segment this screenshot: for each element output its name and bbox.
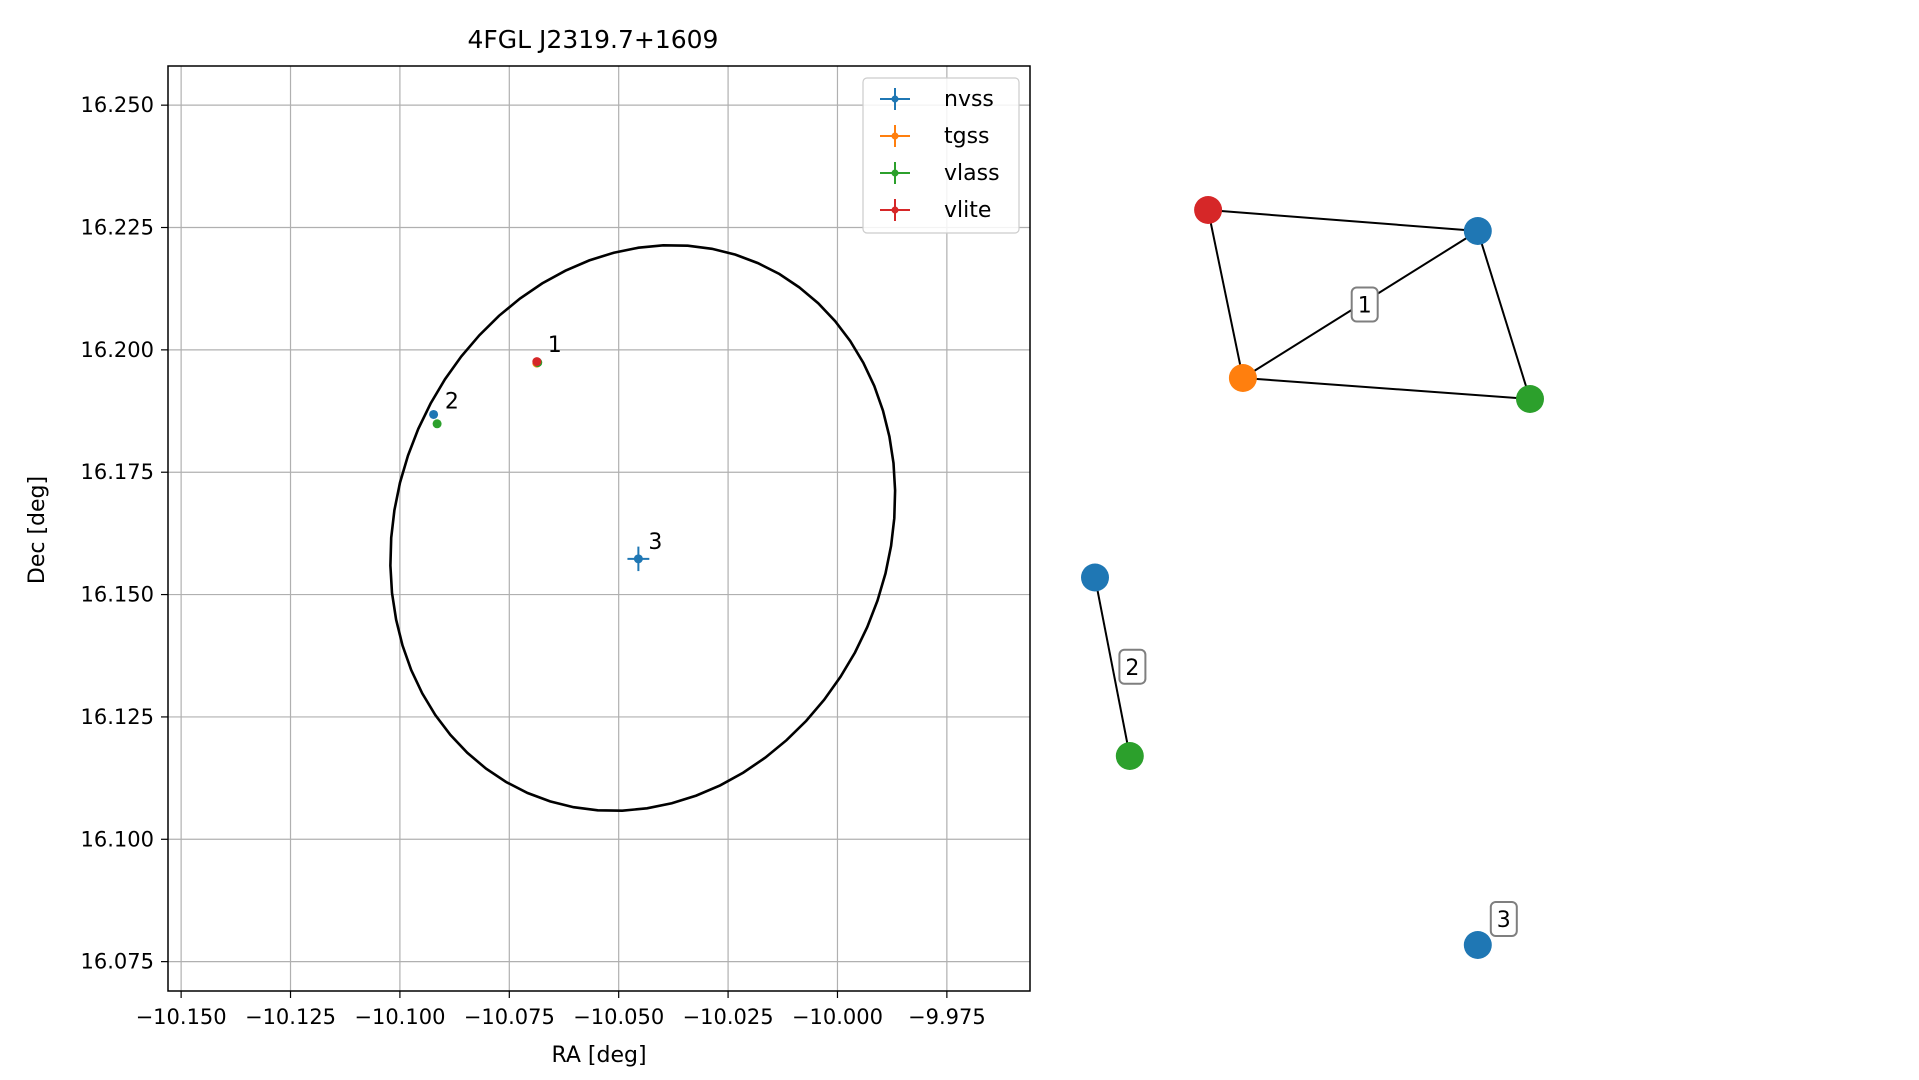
point-annotation: 2 [445,389,459,414]
x-tick-label: −9.975 [908,1005,986,1029]
network-graph: 1 2 3 [1081,196,1544,959]
network-node [1228,364,1257,392]
x-tick-label: −10.000 [792,1005,883,1029]
y-tick-label: 16.125 [81,705,154,729]
x-tick-label: −10.125 [245,1005,336,1029]
group-label-box [1489,901,1518,937]
network-node [1516,385,1544,413]
legend-label: vlass [944,161,1000,186]
legend-marker-dot [891,95,899,103]
legend-marker-dot [891,132,899,140]
network-edge [1242,377,1531,400]
group-label: 1 [1350,286,1379,323]
legend-item-vlite: vlite [880,198,991,223]
group-label: 3 [1489,901,1518,937]
x-tick-label: −10.150 [136,1005,227,1029]
data-point-vlass [432,419,442,429]
marker [532,357,542,367]
marker [432,419,442,429]
y-axis-ticks: 16.075 16.100 16.125 16.150 16.175 16.200 16.2… [81,93,168,974]
legend-item-nvss: nvss [880,87,994,112]
scatter-plot: 4FGL J2319.7+1609 123 −10.150 −10.125 −10.… [25,25,1031,1068]
network-edge [1207,209,1244,379]
plot-frame [167,65,1031,992]
y-tick-label: 16.250 [81,93,154,117]
x-tick-label: −10.050 [573,1005,664,1029]
network-node [1194,196,1223,224]
legend: nvss tgss vlass vlite [862,77,1020,234]
network-edge [1208,209,1478,232]
network-node [1463,931,1492,959]
group-label: 2 [1118,648,1147,685]
network-node [1081,563,1109,592]
y-tick-label: 16.075 [81,950,154,974]
x-tick-label: −10.075 [464,1005,555,1029]
ellipse-layer [389,243,897,813]
data-point-nvss [429,409,439,419]
network-edge [1094,577,1131,757]
legend-marker-dot [891,169,899,177]
group-label-layer: 1 2 3 [1118,286,1518,937]
x-tick-label: −10.025 [683,1005,774,1029]
data-point-vlite [532,357,542,367]
group-label-text: 3 [1497,908,1511,933]
legend-label: tgss [944,124,990,149]
legend-item-tgss: tgss [880,124,990,149]
points-layer [429,357,650,572]
legend-frame [862,77,1020,234]
legend-marker-dot [891,206,899,214]
group-label-text: 2 [1125,656,1139,681]
x-tick-label: −10.100 [354,1005,445,1029]
x-axis-label: RA [deg] [551,1043,646,1068]
annotation-layer: 1 2 3 [445,333,662,555]
point-annotation: 3 [648,530,662,555]
chart-title: 4FGL J2319.7+1609 [468,25,719,54]
group-label-box [1350,286,1379,323]
network-edge [1476,230,1531,400]
y-tick-label: 16.150 [81,583,154,607]
y-tick-label: 16.225 [81,216,154,240]
marker [633,554,643,564]
group-label-box [1118,648,1147,685]
legend-entries: nvss tgss vlass vlite [880,87,1000,223]
edge-layer [1094,209,1531,757]
x-axis-ticks: −10.150 −10.125 −10.100 −10.075 −10.050 −10.0… [136,991,986,1029]
group-label-text: 1 [1358,294,1372,319]
network-node [1463,217,1492,245]
network-node [1115,742,1144,770]
legend-label: vlite [944,198,991,223]
data-point-nvss [627,546,650,572]
legend-item-vlass: vlass [880,161,1000,186]
y-tick-label: 16.100 [81,827,154,851]
error-ellipse [389,243,897,813]
y-tick-label: 16.200 [81,338,154,362]
y-tick-label: 16.175 [81,460,154,484]
point-annotation: 1 [548,333,562,358]
y-axis-label: Dec [deg] [25,476,50,584]
marker [429,409,439,419]
legend-label: nvss [944,87,994,112]
node-layer [1081,196,1544,959]
